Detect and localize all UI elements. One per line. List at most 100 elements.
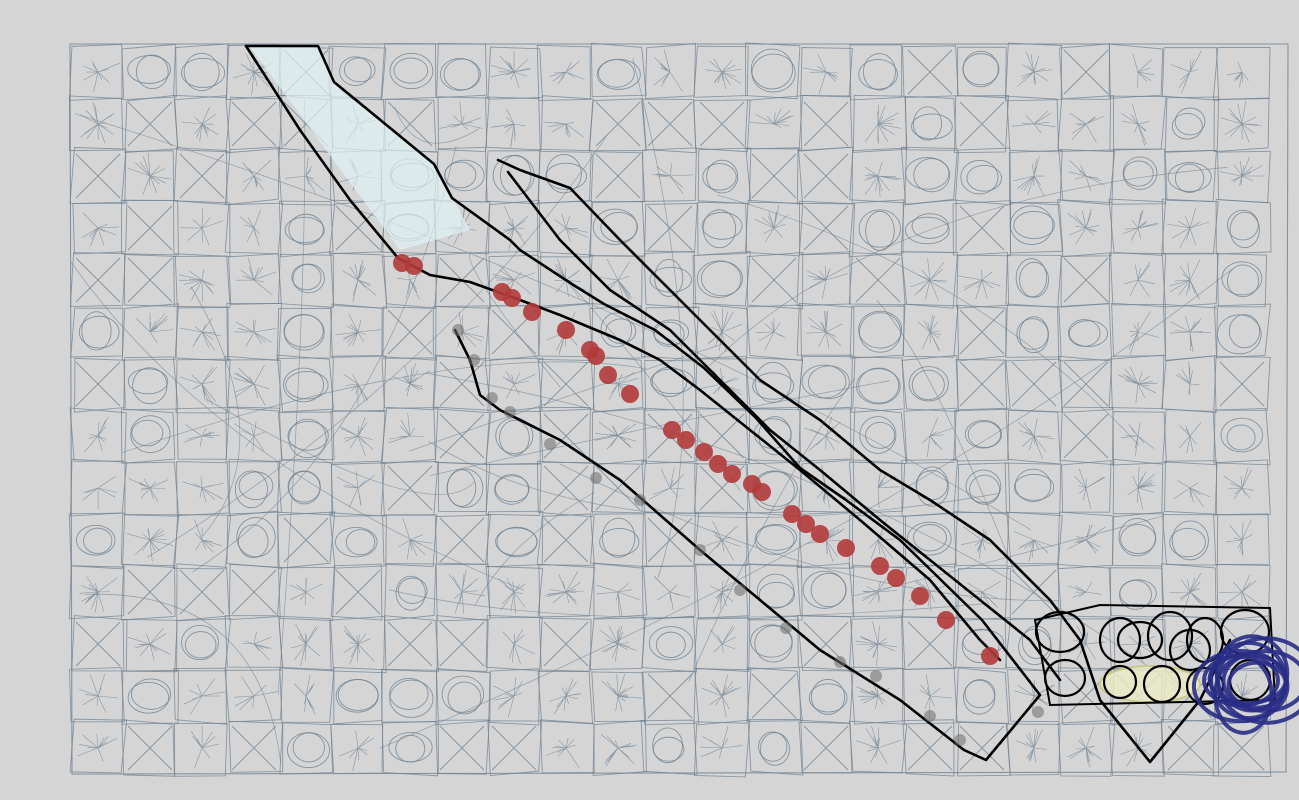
grid-circle xyxy=(858,209,901,248)
grid-starburst xyxy=(1118,366,1158,404)
grid-starburst xyxy=(1017,418,1055,459)
grid-starburst xyxy=(239,209,261,247)
grid-starburst xyxy=(242,631,272,661)
grid-circle xyxy=(1216,314,1262,355)
grid-circle xyxy=(858,367,900,404)
grid-starburst xyxy=(135,312,174,344)
grid-cell xyxy=(536,513,595,566)
grid-starburst xyxy=(502,629,535,665)
grid-circle xyxy=(1122,156,1158,190)
grid-starburst xyxy=(917,314,941,352)
red-dot xyxy=(937,611,955,629)
grid-cross xyxy=(595,153,641,199)
grid-circle xyxy=(446,468,484,508)
grid-sweep xyxy=(394,106,480,144)
grid-cell xyxy=(1006,723,1061,776)
gray-dot xyxy=(634,494,646,506)
grid-cross xyxy=(1063,361,1109,407)
grid-cross xyxy=(335,569,381,615)
grid-starburst xyxy=(234,676,278,710)
grid-starburst xyxy=(234,319,277,347)
grid-cross xyxy=(959,725,1005,771)
grid-cross xyxy=(1011,569,1057,615)
grid-starburst xyxy=(1068,581,1102,598)
outline-stroke xyxy=(496,158,1232,764)
grid-starburst xyxy=(82,476,118,510)
grid-cell xyxy=(642,147,697,202)
gray-dot xyxy=(780,622,792,634)
grid-cell xyxy=(224,669,284,723)
grid-circle xyxy=(963,679,996,715)
grid-cell xyxy=(1112,458,1164,515)
grid-starburst xyxy=(864,104,901,145)
grid-starburst xyxy=(335,313,381,346)
grid-circle xyxy=(967,421,1002,448)
grid-circle xyxy=(1014,468,1052,502)
grid-cell xyxy=(1058,43,1111,100)
grid-circle xyxy=(389,679,434,718)
grid-circle xyxy=(760,732,790,766)
grid-starburst xyxy=(1128,311,1160,355)
grid-cell xyxy=(640,719,698,776)
grid-cell xyxy=(693,719,751,778)
grid-starburst xyxy=(490,108,526,148)
grid-circle xyxy=(596,58,641,90)
grid-cell xyxy=(849,147,908,204)
grid-circle xyxy=(78,315,120,349)
grid-starburst xyxy=(700,726,743,759)
grid-cross xyxy=(1167,725,1213,771)
grid-cell xyxy=(695,563,751,619)
grid-sweep xyxy=(474,491,595,606)
grid-cell xyxy=(747,718,804,776)
grid-circle xyxy=(288,470,321,505)
grid-cell xyxy=(850,356,905,413)
grid-circle xyxy=(969,474,1001,505)
grid-circle xyxy=(601,517,636,558)
grid-starburst xyxy=(179,366,218,406)
black-outline-strokes xyxy=(244,44,1232,764)
grid-circle xyxy=(862,53,896,91)
grid-starburst xyxy=(910,258,947,301)
grid-starburst xyxy=(807,266,848,299)
grid-circle xyxy=(292,263,325,294)
grid-starburst xyxy=(1166,207,1210,249)
grid-cell xyxy=(593,562,648,619)
grid-starburst xyxy=(1123,262,1155,297)
grid-cell xyxy=(796,302,855,356)
grid-circle xyxy=(1120,524,1157,554)
grid-cross xyxy=(1219,725,1265,771)
grid-starburst xyxy=(1068,160,1106,192)
grid-starburst xyxy=(750,108,794,128)
grid-starburst xyxy=(856,725,901,764)
grid-circle xyxy=(865,421,896,449)
grid-cell xyxy=(224,146,280,206)
grid-cross xyxy=(959,205,1005,251)
grid-sweep xyxy=(147,136,607,558)
grid-cell xyxy=(1213,407,1271,466)
grid-cell xyxy=(538,617,592,672)
grid-cell xyxy=(1009,201,1064,254)
grid-cross xyxy=(439,517,485,563)
grid-starburst xyxy=(388,413,424,444)
grid-sweep xyxy=(71,262,524,591)
grid-cell xyxy=(330,252,388,309)
grid-circle xyxy=(334,527,378,558)
grid-circle xyxy=(1228,314,1261,349)
grid-cross xyxy=(959,101,1005,147)
grid-circle xyxy=(856,368,901,405)
grid-sweep xyxy=(84,593,282,763)
blue-scribble-loop xyxy=(1216,636,1299,725)
red-dot xyxy=(753,483,771,501)
grid-starburst xyxy=(1074,468,1106,510)
grid-cell xyxy=(903,407,957,464)
grid-starburst xyxy=(342,259,376,302)
grid-cross xyxy=(855,257,901,303)
grid-circle xyxy=(546,153,582,194)
grid-cell xyxy=(435,563,491,622)
grid-cell xyxy=(228,720,284,773)
grid-starburst xyxy=(1169,573,1207,614)
grid-sweep xyxy=(688,378,856,682)
grid-circle xyxy=(395,575,426,611)
